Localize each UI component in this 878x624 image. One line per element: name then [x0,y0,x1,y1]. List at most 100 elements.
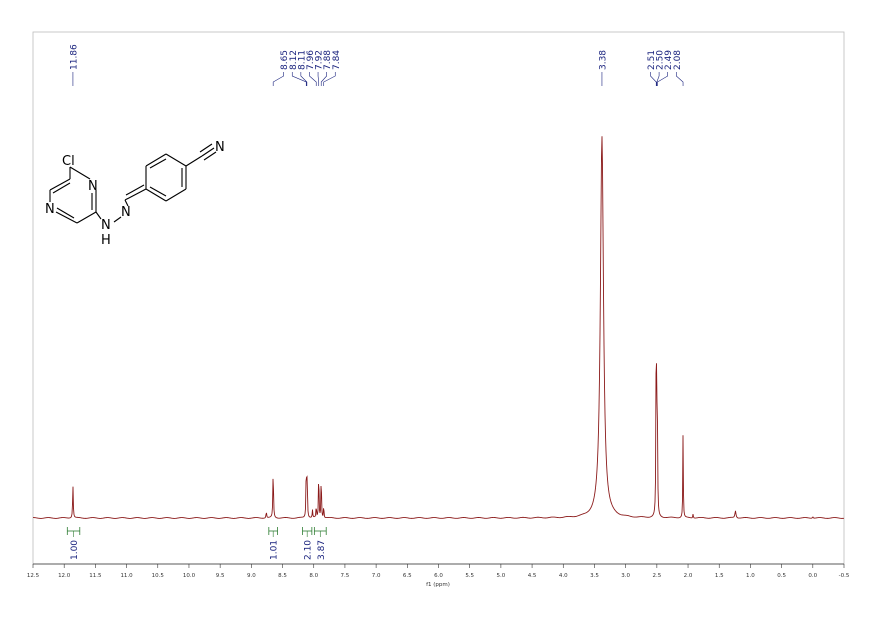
x-tick-label: 7.5 [341,573,350,579]
peak-label-text: 2.50 [656,50,666,70]
peak-label-layer: 11.86 8.658.128.117.967.927.887.84 3.38 2.5… [69,44,684,86]
x-tick-label: 5.0 [497,573,506,579]
peak-label-text: 2.49 [664,50,674,70]
bond [203,151,217,161]
x-tick-label: 6.5 [403,573,412,579]
bond [52,182,71,194]
x-tick-label: 7.0 [372,573,381,579]
x-tick-label: 1.0 [746,573,755,579]
integral: 1.00 [66,527,81,560]
peak-leader-line [300,72,308,86]
peak-label: 2.49 [657,50,674,86]
peak-leader-line [309,72,317,86]
peak-label: 7.92 [315,50,325,86]
peak-label: 8.12 [289,50,307,86]
peak-label-text: 8.11 [297,50,307,70]
bond [49,178,71,191]
peak-label-text: 7.92 [315,50,325,70]
x-tick-label: 9.5 [216,573,225,579]
x-tick-label: 10.5 [152,573,165,579]
peak-leader-line [320,72,327,86]
atom-n-nitrile: N [215,140,225,155]
integral-value: 2.10 [304,540,314,560]
x-axis-label: f1 (ppm) [426,582,450,588]
peak-leader-line [656,72,660,86]
atom-n-imine: N [121,205,131,220]
x-tick-label: 10.0 [183,573,196,579]
x-tick-label: -0.5 [839,573,850,579]
peak-label-text: 11.86 [69,44,79,70]
bond [76,211,97,224]
atom-cl: Cl [62,154,75,169]
peak-label: 11.86 [69,44,79,86]
x-tick-label: 5.5 [465,573,474,579]
bond [125,184,145,196]
plot-frame [32,31,845,565]
x-tick-label: 9.0 [247,573,256,579]
peak-label: 8.65 [272,50,290,86]
spectrum-trace [33,136,845,519]
x-tick-label: 8.0 [309,573,318,579]
peak-leader-line [291,72,307,86]
atom-n-amine: N [101,218,111,233]
bond [55,211,78,224]
x-tick-label: 0.0 [808,573,817,579]
bond [69,166,91,180]
x-tick-label: 2.5 [652,573,661,579]
structure-atom-labels: Cl N N N H N N [45,140,225,248]
peak-label: 2.51 [647,50,657,86]
atom-h-amine: H [101,233,111,248]
peak-leader-line [317,72,320,86]
x-tick-label: 12.0 [58,573,71,579]
spectrum-layer [33,136,845,519]
bond [149,158,167,169]
atom-n-ring-bottom: N [45,202,55,217]
x-tick-label: 11.0 [120,573,133,579]
peak-label: 7.96 [306,50,317,86]
peak-leader-line [323,72,336,86]
peak-label-text: 7.88 [323,50,333,70]
peak-leader-line [675,72,684,86]
bond [124,188,147,201]
integral-value: 3.87 [317,540,327,560]
bond [165,153,187,167]
x-tick-label: 4.0 [559,573,568,579]
peak-label: 2.08 [673,50,684,86]
bond [145,153,167,167]
integral: 1.01 [268,527,280,560]
peak-label: 7.88 [320,50,333,86]
bond [201,147,215,157]
peak-label: 3.38 [598,50,608,86]
peak-label: 2.50 [656,50,666,86]
peak-label: 7.84 [323,50,342,86]
x-tick-label: 0.5 [777,573,786,579]
x-tick-label: 11.5 [89,573,102,579]
peak-label-text: 8.65 [280,50,290,70]
bond [165,188,187,202]
peak-label-text: 2.51 [647,50,657,70]
bond [185,155,203,167]
integral-value: 1.01 [270,540,280,560]
chemical-structure [49,143,217,224]
peak-label: 8.11 [297,50,307,86]
x-tick-label: 1.5 [715,573,724,579]
atom-n-ring-top: N [88,179,98,194]
x-tick-label: 2.0 [684,573,693,579]
peak-label-text: 3.38 [598,50,608,70]
bond [56,207,75,219]
x-tick-label: 4.5 [528,573,537,579]
bond [113,216,122,223]
peak-label-text: 2.08 [673,50,683,70]
x-tick-label: 6.0 [434,573,443,579]
peak-label-text: 8.12 [289,50,299,70]
integral: 3.87 [313,527,327,560]
x-tick-label: 12.5 [27,573,40,579]
integral-value: 1.00 [70,540,80,560]
x-tick-label: 8.5 [278,573,287,579]
x-axis: 12.5 12.0 11.5 11.0 10.5 10.0 9.5 9.0 8.5 8.0 7.5 7… [27,563,850,579]
bond [124,199,129,207]
bond [199,143,213,153]
peak-label-text: 7.84 [332,50,342,70]
